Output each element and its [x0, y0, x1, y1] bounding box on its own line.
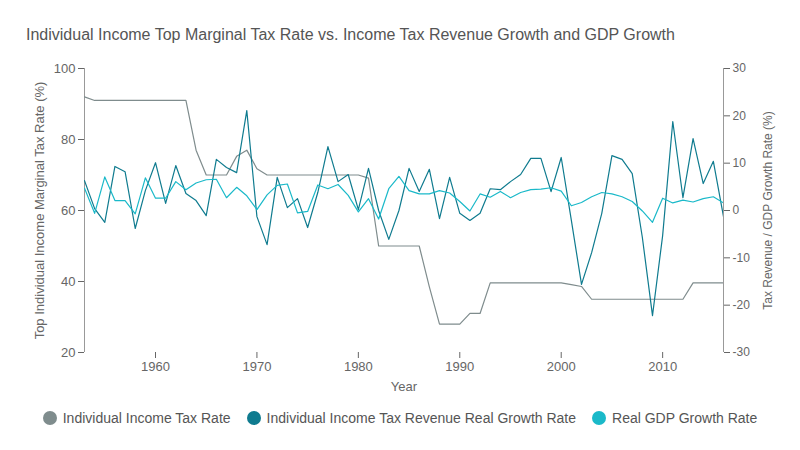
svg-text:10: 10: [733, 156, 747, 170]
html-text:Individual Income Tax Rate: Individual Income Tax Rate: [62, 410, 231, 426]
svg-text:100: 100: [54, 61, 76, 76]
svg-text:Tax Revenue / GDP Growth Rate: Tax Revenue / GDP Growth Rate (%): [761, 111, 775, 310]
html-text:Real GDP Growth Rate: Real GDP Growth Rate: [612, 410, 758, 426]
svg-text:20: 20: [61, 345, 75, 360]
svg-text:1970: 1970: [242, 359, 271, 374]
svg-text:Top Individual Income Marginal: Top Individual Income Marginal Tax Rate …: [32, 82, 47, 340]
svg-text:2000: 2000: [547, 359, 576, 374]
svg-text:80: 80: [61, 132, 75, 147]
svg-text:30: 30: [733, 61, 747, 75]
svg-text:2010: 2010: [648, 359, 677, 374]
svg-text:-30: -30: [733, 345, 751, 359]
svg-text:1960: 1960: [141, 359, 170, 374]
svg-text:20: 20: [733, 109, 747, 123]
svg-text:60: 60: [61, 203, 75, 218]
html-text:Individual Income Top Marginal: Individual Income Top Marginal Tax Rate …: [26, 26, 675, 43]
svg-text:1980: 1980: [344, 359, 373, 374]
svg-text:40: 40: [61, 274, 75, 289]
svg-text:1990: 1990: [445, 359, 474, 374]
svg-text:-10: -10: [733, 251, 751, 265]
html-text:Individual Income Tax Revenue: Individual Income Tax Revenue Real Growt…: [266, 410, 576, 426]
svg-text:Year: Year: [391, 379, 418, 394]
svg-text:-20: -20: [733, 298, 751, 312]
svg-text:0: 0: [733, 203, 740, 217]
